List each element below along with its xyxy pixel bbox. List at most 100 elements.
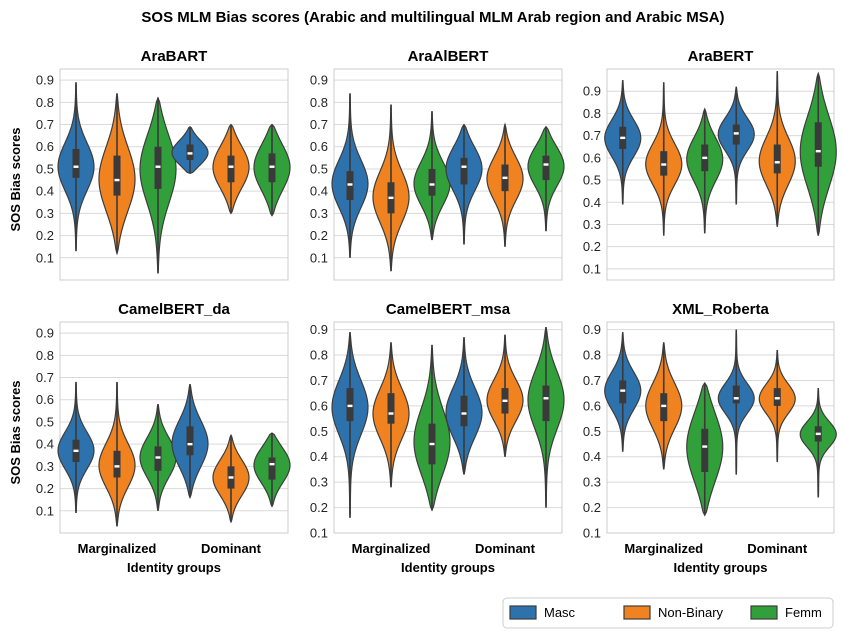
y-tick-label: 0.3 xyxy=(310,475,328,490)
violin-median xyxy=(661,163,667,166)
violin-non-binary-dominant xyxy=(486,122,524,247)
violin-median xyxy=(702,445,708,448)
y-tick-label: 0.8 xyxy=(310,348,328,363)
y-tick-label: 0.2 xyxy=(583,500,601,515)
y-tick-label: 0.6 xyxy=(36,139,54,154)
y-tick-label: 0.8 xyxy=(36,95,54,110)
x-tick-label: Marginalized xyxy=(624,541,703,556)
violin-box xyxy=(773,388,781,406)
violin-median xyxy=(620,389,626,392)
y-tick-label: 0.7 xyxy=(36,117,54,132)
violin-median xyxy=(774,161,780,164)
violin-masc-dominant xyxy=(445,123,483,245)
violin-median xyxy=(543,397,549,400)
violin-non-binary-dominant xyxy=(758,349,796,462)
legend-swatch xyxy=(509,605,537,620)
y-tick-label: 0.1 xyxy=(583,261,601,276)
violin-median xyxy=(155,165,161,168)
y-axis-label: SOS Bias scores xyxy=(8,380,23,484)
legend-item-masc: Masc xyxy=(509,605,576,620)
violin-median xyxy=(429,183,435,186)
y-tick-label: 0.7 xyxy=(310,117,328,132)
violin-box xyxy=(660,393,668,422)
violin-box xyxy=(732,385,740,404)
y-tick-label: 0.9 xyxy=(36,326,54,341)
y-tick-label: 0.8 xyxy=(583,348,601,363)
legend-item-non-binary: Non-Binary xyxy=(623,605,724,620)
violin-masc-marginalized xyxy=(604,332,642,452)
legend-label: Masc xyxy=(544,605,576,620)
x-tick-label: Dominant xyxy=(747,541,808,556)
violin-non-binary-marginalized xyxy=(372,104,410,272)
panel-frame xyxy=(606,68,835,281)
y-tick-label: 0.3 xyxy=(310,206,328,221)
panel-title: AraBART xyxy=(141,48,208,65)
violin-masc-marginalized xyxy=(57,381,95,514)
panel-frame xyxy=(59,321,289,534)
violin-non-binary-dominant xyxy=(212,433,250,524)
y-tick-label: 0.4 xyxy=(583,195,601,210)
panel-title: XML_Roberta xyxy=(672,301,769,318)
violin-masc-dominant xyxy=(717,86,755,205)
y-tick-label: 0.5 xyxy=(310,161,328,176)
y-tick-label: 0.8 xyxy=(310,95,328,110)
legend-label: Femm xyxy=(785,605,822,620)
violin-box xyxy=(619,380,627,404)
violin-median xyxy=(73,449,79,453)
violin-box xyxy=(346,388,354,422)
violin-femm-dominant xyxy=(253,432,291,508)
panel-title: CamelBERT_msa xyxy=(386,301,511,318)
violin-median xyxy=(73,165,79,168)
y-tick-label: 0.9 xyxy=(310,73,328,88)
violin-box xyxy=(542,385,550,422)
violin-non-binary-dominant xyxy=(212,123,250,215)
violin-femm-dominant xyxy=(799,388,837,498)
y-tick-label: 0.5 xyxy=(310,424,328,439)
violin-median xyxy=(543,163,549,166)
y-tick-label: 0.5 xyxy=(583,173,601,188)
y-tick-label: 0.2 xyxy=(36,228,54,243)
y-tick-label: 0.6 xyxy=(310,139,328,154)
violin-masc-dominant xyxy=(717,329,755,475)
legend-item-femm: Femm xyxy=(750,605,822,620)
violin-median xyxy=(461,412,467,415)
y-tick-label: 0.1 xyxy=(36,250,54,265)
violin-box xyxy=(460,157,468,185)
violin-femm-marginalized xyxy=(686,107,724,234)
violin-non-binary-marginalized xyxy=(98,381,136,527)
panel-camelbert_msa: 0.1 0.2 0.3 0.4 0.5 0.6 0.7 0.8 0.9 CamelBERT_msa… xyxy=(310,301,565,575)
legend-swatch xyxy=(750,605,778,620)
violin-box xyxy=(387,393,395,424)
y-tick-label: 0.5 xyxy=(36,161,54,176)
violin-median xyxy=(114,178,120,182)
violin-median xyxy=(388,412,394,415)
panel-title: AraBERT xyxy=(688,48,754,65)
y-tick-label: 0.7 xyxy=(583,373,601,388)
x-tick-label: Marginalized xyxy=(352,541,431,556)
y-tick-label: 0.3 xyxy=(583,475,601,490)
violin-box xyxy=(428,168,436,196)
y-tick-label: 0.3 xyxy=(583,217,601,232)
figure-title: SOS MLM Bias scores (Arabic and multilin… xyxy=(141,9,724,26)
violin-median xyxy=(388,196,394,200)
y-tick-label: 0.9 xyxy=(36,73,54,88)
y-tick-label: 0.9 xyxy=(310,322,328,337)
violin-femm-marginalized xyxy=(686,381,724,517)
panel-title: AraAlBERT xyxy=(408,48,489,65)
y-axis-label: SOS Bias scores xyxy=(8,127,23,231)
x-axis-label: Identity groups xyxy=(127,560,221,575)
violin-box xyxy=(72,148,80,178)
violin-femm-marginalized xyxy=(139,404,177,511)
violin-box xyxy=(460,395,468,427)
y-tick-label: 0.7 xyxy=(583,128,601,143)
violin-femm-marginalized xyxy=(413,111,451,241)
violin-masc-dominant xyxy=(171,125,209,175)
violin-median xyxy=(502,176,508,180)
violin-median xyxy=(187,152,193,155)
violin-masc-marginalized xyxy=(331,332,369,518)
violin-box xyxy=(113,450,121,478)
violin-box xyxy=(701,428,709,472)
y-tick-label: 0.5 xyxy=(583,424,601,439)
violin-median xyxy=(502,399,508,403)
panel-camelbert_da: 0.1 0.2 0.3 0.4 0.5 0.6 0.7 0.8 0.9 CamelBERT_da S… xyxy=(8,301,291,575)
